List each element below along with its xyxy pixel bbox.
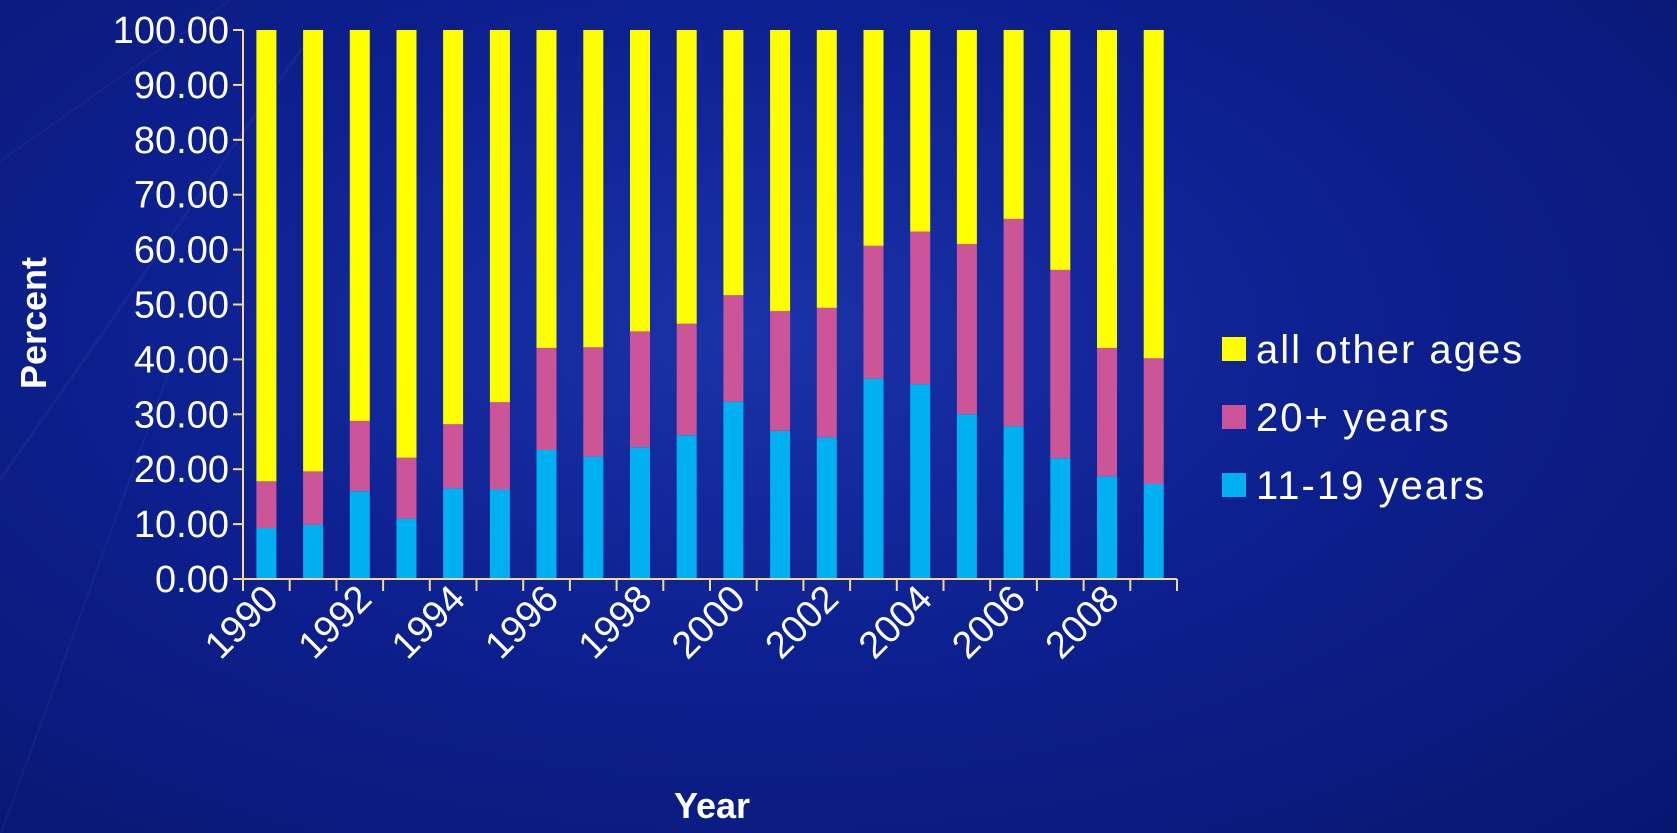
y-tick-label: 20.00 xyxy=(134,449,229,491)
legend-swatch xyxy=(1222,337,1246,361)
x-tick-label: 2008 xyxy=(1038,578,1127,667)
x-tick-label: 2002 xyxy=(758,578,847,667)
x-tick-labels: 1990 1992 1994 1996 1998 2000 2002 2004 2006 2008 xyxy=(197,578,1127,667)
bar-20-years-2009 xyxy=(1143,358,1164,484)
bar-11-19-years-2005 xyxy=(956,414,977,579)
bar-20-years-2000 xyxy=(723,295,744,402)
x-axis-title: Year xyxy=(674,785,750,826)
bar-20-years-1996 xyxy=(536,347,557,450)
bar-11-19-years-2004 xyxy=(910,384,931,579)
bar-all-other-ages-2002 xyxy=(816,30,837,308)
bar-all-other-ages-1994 xyxy=(443,30,464,425)
bar-all-other-ages-1999 xyxy=(676,30,697,324)
legend-label: 11-19 years xyxy=(1256,464,1486,508)
y-tick-label: 30.00 xyxy=(134,394,229,436)
bar-20-years-2004 xyxy=(910,231,931,385)
legend-swatch xyxy=(1222,405,1246,429)
bar-20-years-1993 xyxy=(396,457,417,519)
bar-all-other-ages-2000 xyxy=(723,30,744,296)
bar-11-19-years-1997 xyxy=(583,456,604,579)
x-tick-label: 1998 xyxy=(571,578,660,667)
bar-11-19-years-1996 xyxy=(536,450,557,579)
bar-11-19-years-1995 xyxy=(489,489,510,579)
bar-all-other-ages-2008 xyxy=(1097,30,1117,348)
bar-11-19-years-2003 xyxy=(863,378,884,579)
y-tick-label: 100.00 xyxy=(113,10,229,52)
bar-11-19-years-1992 xyxy=(349,491,370,579)
bar-all-other-ages-2005 xyxy=(956,30,977,245)
bar-20-years-2002 xyxy=(816,307,837,438)
y-tick-labels: 0.00 10.00 20.00 30.00 40.00 50.00 60.00 70.00 8… xyxy=(113,10,229,601)
y-tick-label: 60.00 xyxy=(134,230,229,272)
bar-20-years-2005 xyxy=(956,244,977,415)
bars-group xyxy=(256,30,1164,579)
bar-all-other-ages-2001 xyxy=(770,30,791,312)
y-tick-label: 10.00 xyxy=(134,504,229,546)
y-tick-label: 50.00 xyxy=(134,285,229,327)
bar-11-19-years-2006 xyxy=(1003,426,1024,579)
bar-all-other-ages-1997 xyxy=(583,30,604,348)
bar-all-other-ages-1991 xyxy=(303,30,324,472)
bar-11-19-years-2000 xyxy=(723,401,744,579)
bar-all-other-ages-1995 xyxy=(489,30,510,403)
bar-20-years-2006 xyxy=(1003,218,1024,427)
x-tick-label: 2004 xyxy=(851,578,940,667)
bar-all-other-ages-2007 xyxy=(1050,30,1071,270)
bar-11-19-years-2002 xyxy=(816,437,837,579)
legend-swatch xyxy=(1222,473,1246,497)
legend-label: all other ages xyxy=(1256,328,1524,372)
bar-20-years-1997 xyxy=(583,347,604,457)
x-tick-label: 2006 xyxy=(944,578,1033,667)
bar-20-years-2008 xyxy=(1097,347,1117,477)
bar-11-19-years-2007 xyxy=(1050,458,1071,579)
y-axis-title: Percent xyxy=(13,257,54,389)
bar-11-19-years-1998 xyxy=(630,447,650,579)
x-tick-label: 2000 xyxy=(664,578,753,667)
bar-20-years-1995 xyxy=(489,402,510,490)
bar-20-years-2001 xyxy=(770,311,791,431)
bar-11-19-years-2001 xyxy=(770,430,791,579)
bar-11-19-years-1993 xyxy=(396,518,417,579)
y-tick-label: 90.00 xyxy=(134,65,229,107)
bar-all-other-ages-2004 xyxy=(910,30,931,232)
bar-all-other-ages-1996 xyxy=(536,30,557,348)
bar-all-other-ages-1993 xyxy=(396,30,417,458)
bar-20-years-1998 xyxy=(630,331,650,448)
bar-20-years-1990 xyxy=(256,481,277,528)
bar-11-19-years-1999 xyxy=(676,435,697,579)
bar-all-other-ages-2009 xyxy=(1143,30,1164,359)
bar-11-19-years-2009 xyxy=(1143,484,1164,579)
bar-20-years-2003 xyxy=(863,245,884,379)
bar-all-other-ages-1992 xyxy=(349,30,370,421)
legend-label: 20+ years xyxy=(1256,396,1451,440)
y-tick-label: 0.00 xyxy=(155,559,229,601)
bar-all-other-ages-2006 xyxy=(1003,30,1024,219)
bar-20-years-1999 xyxy=(676,323,697,436)
y-tick-label: 70.00 xyxy=(134,175,229,217)
bar-20-years-1994 xyxy=(443,424,464,489)
bar-20-years-2007 xyxy=(1050,269,1071,459)
bar-11-19-years-1991 xyxy=(303,524,324,579)
axes-group xyxy=(233,29,1178,591)
x-tick-label: 1994 xyxy=(384,578,473,667)
bar-all-other-ages-2003 xyxy=(863,30,884,246)
legend: all other ages 20+ years 11-19 years xyxy=(1222,328,1524,508)
bar-20-years-1992 xyxy=(349,420,370,492)
x-tick-label: 1996 xyxy=(477,578,566,667)
y-tick-label: 40.00 xyxy=(134,339,229,381)
bar-all-other-ages-1998 xyxy=(630,30,650,332)
y-tick-label: 80.00 xyxy=(134,120,229,162)
x-tick-label: 1992 xyxy=(291,578,380,667)
bar-11-19-years-1994 xyxy=(443,488,464,579)
bar-11-19-years-2008 xyxy=(1097,476,1117,579)
bar-11-19-years-1990 xyxy=(256,527,277,579)
bar-all-other-ages-1990 xyxy=(256,30,277,482)
bar-20-years-1991 xyxy=(303,471,324,525)
